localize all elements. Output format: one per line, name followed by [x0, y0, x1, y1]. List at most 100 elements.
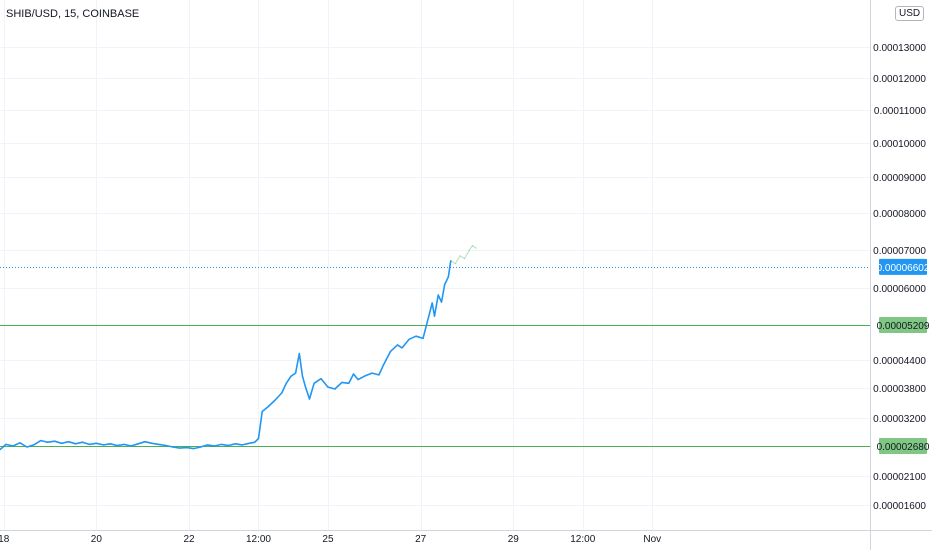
series-0-point-20	[137, 443, 139, 445]
series-0-point-48	[305, 387, 307, 389]
series-0-point-37	[254, 441, 256, 443]
series-0-point-15	[102, 444, 104, 446]
series-0-point-6	[40, 440, 42, 442]
series-0-point-25	[172, 446, 174, 448]
price-tag-label-0: 0.00006602	[877, 263, 930, 274]
price-tag-bg-0	[879, 258, 927, 275]
series-0-point-13	[88, 443, 90, 445]
series-0-point-72	[440, 301, 443, 303]
series-1-point-0	[450, 260, 452, 262]
y-tick-label-6: 0.00007000	[873, 246, 926, 257]
series-0-point-30	[206, 444, 209, 446]
price-tag-bg-2	[879, 438, 927, 454]
series-0-point-74	[447, 276, 449, 278]
y-tick-label-8: 0.00009000	[873, 173, 926, 184]
series-0-point-31	[213, 445, 216, 447]
series-0-point-9	[61, 442, 63, 444]
series-0-point-11	[74, 443, 77, 445]
y-tick-label-0: 0.00001600	[873, 501, 926, 512]
series-0-point-23	[158, 443, 160, 445]
series-0-point-61	[383, 364, 385, 366]
series-0-point-0	[0, 449, 1, 451]
series-0-point-24	[165, 444, 167, 447]
series-0-point-45	[295, 372, 297, 374]
price-series-line-0	[0, 260, 452, 451]
series-0-point-21	[144, 441, 146, 443]
series-0-point-47	[301, 375, 304, 377]
y-tick-label-5: 0.00006000	[873, 284, 926, 295]
series-0-point-63	[396, 344, 399, 346]
series-0-point-50	[313, 382, 315, 384]
x-tick-label-5: 27	[415, 534, 427, 545]
series-0-point-64	[401, 347, 403, 349]
series-0-point-69	[431, 302, 433, 304]
series-0-point-40	[267, 406, 269, 408]
series-0-point-36	[248, 442, 250, 444]
series-1-point-6	[475, 247, 477, 249]
price-tag-bg-1	[879, 317, 927, 334]
price-tag-label-2: 0.00002680	[877, 442, 930, 453]
series-0-point-73	[444, 283, 446, 286]
series-0-point-3	[19, 442, 21, 444]
series-0-point-35	[241, 444, 243, 446]
series-0-point-53	[334, 388, 336, 390]
series-0-point-68	[427, 320, 429, 322]
price-tag-label-1: 0.00005209	[877, 321, 930, 332]
series-0-point-29	[200, 446, 202, 448]
series-0-point-7	[47, 441, 49, 443]
x-tick-label-6: 29	[508, 534, 520, 545]
series-0-point-12	[81, 441, 84, 443]
series-0-point-1	[5, 443, 7, 445]
series-0-point-14	[95, 442, 97, 444]
series-0-point-19	[130, 445, 132, 447]
series-0-point-32	[220, 443, 222, 445]
y-tick-label-3: 0.00003800	[873, 384, 926, 395]
chart-title: SHIB/USD, 15, COINBASE	[6, 8, 140, 20]
x-tick-label-3: 12:00	[246, 534, 271, 545]
series-0-point-39	[261, 410, 263, 413]
series-0-point-75	[450, 260, 452, 262]
series-0-point-42	[281, 392, 283, 394]
series-0-point-27	[186, 447, 188, 449]
y-tick-label-1: 0.00002100	[873, 472, 926, 483]
x-tick-label-8: Nov	[643, 534, 661, 545]
y-tick-label-10: 0.00011000	[874, 106, 927, 117]
series-0-point-5	[33, 444, 35, 446]
series-0-point-28	[193, 448, 195, 450]
series-0-point-66	[415, 335, 417, 337]
series-0-point-52	[327, 386, 329, 388]
x-tick-label-2: 22	[183, 534, 195, 545]
series-1-point-2	[459, 255, 461, 257]
series-0-point-34	[234, 443, 236, 445]
series-0-point-55	[348, 382, 350, 384]
series-1-point-4	[468, 249, 470, 251]
series-0-point-38	[257, 437, 260, 440]
series-0-point-44	[290, 375, 292, 377]
series-0-point-41	[274, 399, 276, 402]
currency-badge[interactable]: USD	[895, 6, 925, 21]
y-tick-label-9: 0.00010000	[873, 139, 926, 150]
x-tick-label-4: 25	[322, 534, 334, 545]
series-0-point-54	[341, 381, 343, 383]
price-series-line-1	[450, 245, 477, 265]
y-tick-label-11: 0.00012000	[873, 74, 926, 85]
series-0-point-56	[352, 373, 355, 375]
series-0-point-71	[437, 294, 439, 296]
y-tick-label-12: 0.00013000	[873, 43, 926, 54]
series-0-point-49	[308, 398, 311, 400]
series-0-point-59	[371, 372, 373, 374]
x-tick-label-0: 18	[0, 534, 10, 545]
y-tick-label-2: 0.00003200	[873, 414, 926, 425]
x-tick-label-7: 12:00	[570, 534, 595, 545]
series-1-point-5	[471, 245, 474, 247]
series-0-point-2	[12, 445, 14, 447]
series-0-point-46	[298, 352, 300, 355]
x-tick-label-1: 20	[91, 534, 103, 545]
series-0-point-67	[422, 337, 424, 339]
series-0-point-51	[320, 378, 322, 380]
series-0-point-18	[123, 443, 125, 445]
series-0-point-8	[54, 440, 56, 442]
series-1-point-3	[464, 257, 466, 260]
